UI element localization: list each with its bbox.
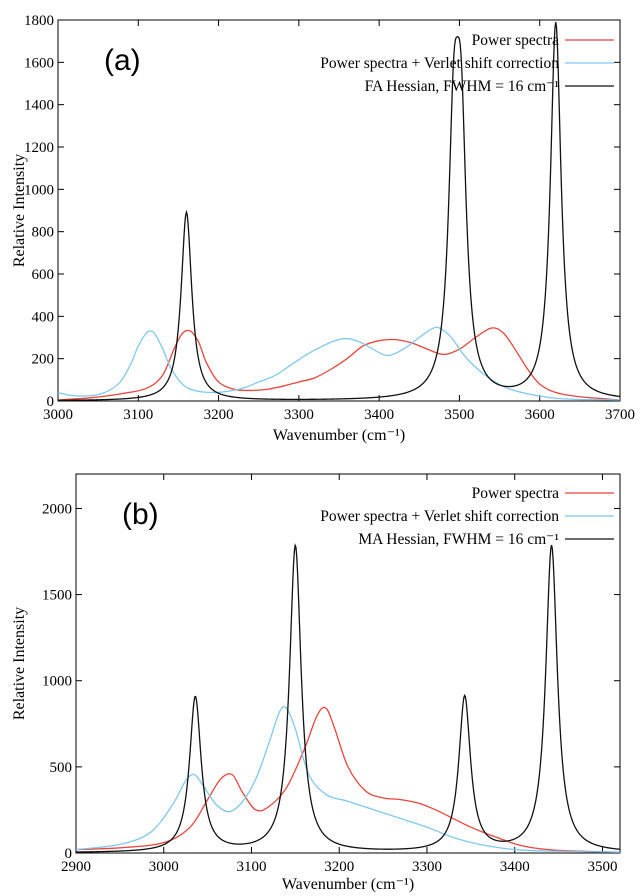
- x-tick-label: 3100: [123, 407, 153, 423]
- chart-panel: 2900 3000 3100 3200 3300 3400 3500 0 500 1000 1500…: [11, 473, 621, 893]
- series-line-1: [76, 706, 620, 853]
- legend-entry-label: MA Hessian, FWHM = 16 cm⁻¹: [358, 531, 559, 548]
- y-axis-label: Relative Intensity: [11, 607, 28, 720]
- x-tick-label: 3600: [525, 407, 555, 423]
- y-tick-label: 400: [32, 309, 55, 325]
- y-tick-label: 200: [32, 352, 55, 368]
- x-tick-label: 3100: [236, 859, 266, 875]
- y-tick-label: 1600: [24, 55, 54, 71]
- x-tick-label: 3300: [284, 407, 314, 423]
- panel-label: (a): [104, 44, 141, 77]
- series-line-2: [58, 326, 620, 401]
- chart-panel: 3000 3100 3200 3300 3400 3500 3600 3700 0 200 400 6…: [11, 13, 635, 444]
- x-tick-label: 3500: [444, 407, 474, 423]
- x-tick-label: 3700: [605, 407, 635, 423]
- y-tick-label: 1400: [24, 98, 54, 114]
- y-tick-label: 0: [47, 394, 55, 410]
- y-tick-label: 1800: [24, 13, 54, 29]
- x-tick-label: 3200: [204, 407, 234, 423]
- x-tick-label: 2900: [61, 859, 91, 875]
- series-line-1: [58, 327, 620, 401]
- x-axis-label: Wavenumber (cm⁻¹): [282, 876, 414, 893]
- x-tick-label: 3300: [412, 859, 442, 875]
- y-tick-label: 1200: [24, 140, 54, 156]
- y-tick-label: 0: [65, 846, 73, 862]
- x-tick-label: 3500: [587, 859, 617, 875]
- x-axis-label: Wavenumber (cm⁻¹): [273, 427, 405, 444]
- y-tick-label: 2000: [42, 501, 72, 517]
- series-group: [58, 22, 620, 401]
- y-tick-label: 500: [50, 760, 73, 776]
- y-tick-label: 1500: [42, 588, 72, 604]
- legend-entry-label: Power spectra + Verlet shift correction: [320, 55, 559, 72]
- y-tick-label: 1000: [24, 182, 54, 198]
- series-line-3: [76, 542, 620, 853]
- series-line-2: [76, 705, 620, 853]
- panel-label: (b): [122, 498, 159, 531]
- y-tick-label: 800: [32, 225, 55, 241]
- legend-entry-label: FA Hessian, FWHM = 16 cm⁻¹: [365, 78, 560, 95]
- x-tick-label: 3200: [324, 859, 354, 875]
- legend-entry-label: Power spectra: [472, 32, 559, 49]
- plot-frame: [75, 473, 621, 854]
- y-tick-label: 1000: [42, 674, 72, 690]
- plot-frame: [57, 19, 621, 402]
- x-tick-label: 3400: [500, 859, 530, 875]
- y-tick-label: 600: [32, 267, 55, 283]
- y-axis-label: Relative Intensity: [11, 154, 28, 267]
- series-line-3: [58, 22, 620, 401]
- x-tick-label: 3000: [43, 407, 73, 423]
- x-tick-label: 3400: [364, 407, 394, 423]
- series-group: [76, 542, 620, 853]
- legend-entry-label: Power spectra + Verlet shift correction: [320, 508, 559, 525]
- legend-entry-label: Power spectra: [472, 485, 559, 502]
- x-tick-label: 3000: [149, 859, 179, 875]
